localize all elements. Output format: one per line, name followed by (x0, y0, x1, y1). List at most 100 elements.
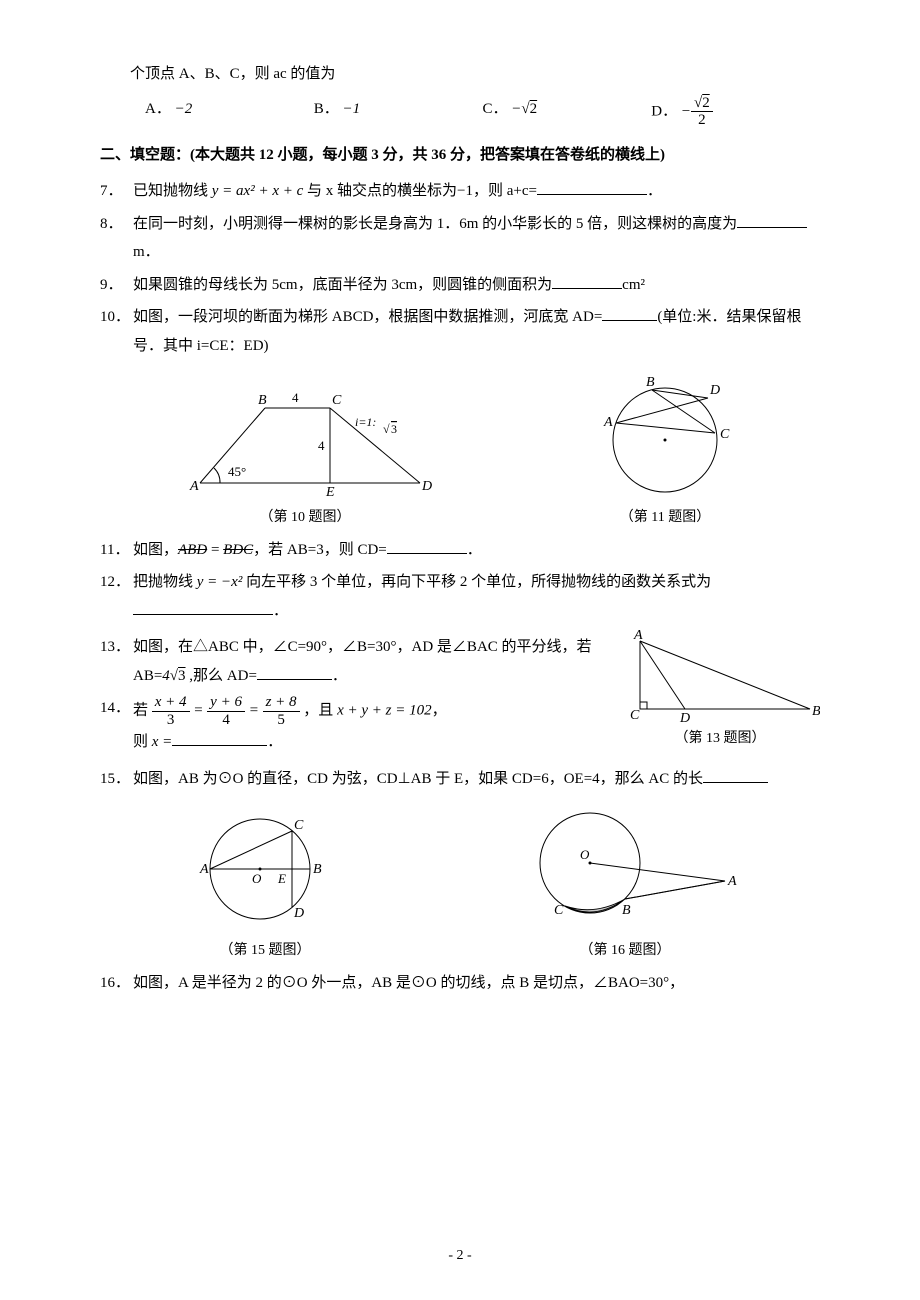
fig11-B: B (646, 375, 655, 390)
q12-body: 把抛物线 y = −x² 向左平移 3 个单位，再向下平移 2 个单位，所得抛物… (133, 568, 820, 625)
q16-text: 如图，A 是半径为 2 的⊙O 外一点，AB 是⊙O 的切线，点 B 是切点，∠… (133, 975, 684, 991)
q13-tail: ． (332, 668, 347, 684)
q14-n1: x + 4 (152, 694, 190, 712)
q9-num: 9． (100, 271, 133, 300)
fig10-svg: 45° A B C D E 4 4 i=1: √ 3 (170, 368, 440, 503)
choice-a-val: −2 (175, 101, 193, 117)
q14-blank (172, 730, 267, 746)
fig11-C: C (720, 427, 730, 442)
q12-num: 12． (100, 568, 133, 625)
fig15-C: C (294, 818, 304, 833)
q13: 13． 如图，在△ABC 中，∠C=90°，∠B=30°，AD 是∠BAC 的平… (100, 633, 610, 690)
q13-body: 如图，在△ABC 中，∠C=90°，∠B=30°，AD 是∠BAC 的平分线，若… (133, 633, 610, 690)
q13-rad-in: 3 (178, 668, 186, 684)
q6-choices: A． −2 B． −1 C． −√2 D． −√22 (100, 95, 820, 129)
fig16-C: C (554, 903, 564, 918)
fig10-D: D (421, 479, 432, 494)
fig10-cap: （第 10 题图） (170, 505, 440, 532)
q12-post: 向左平移 3 个单位，再向下平移 2 个单位，所得抛物线的函数关系式为 (242, 574, 711, 590)
q13-14-wrap: A C D B （第 13 题图） 13． 如图，在△ABC 中，∠C=90°，… (100, 629, 820, 761)
fig13-C: C (630, 708, 640, 723)
q14-line2-pre: 则 (133, 734, 152, 750)
choice-label-b: B． (314, 101, 339, 117)
q14-post: ， (432, 703, 447, 719)
choice-d-num: 2 (702, 95, 710, 111)
q7-num: 7． (100, 177, 133, 206)
q10-body: 如图，一段河坝的断面为梯形 ABCD，根据图中数据推测，河底宽 AD=(单位:米… (133, 303, 820, 360)
q14-f3: z + 85 (263, 694, 300, 728)
q12-blank (133, 599, 273, 615)
fig15-B: B (313, 862, 322, 877)
q7-pre: 已知抛物线 (133, 183, 212, 199)
q12-eq: y = −x² (197, 574, 243, 590)
choice-label-d: D． (651, 103, 677, 119)
fig-row-15-16: A B C D O E （第 15 题图） O A B C （第 16 题图） (100, 801, 820, 965)
q7-body: 已知抛物线 y = ax² + x + c 与 x 轴交点的横坐标为−1，则 a… (133, 177, 820, 206)
fig10: 45° A B C D E 4 4 i=1: √ 3 （第 10 题图） (170, 368, 440, 532)
q7-tail: ． (647, 183, 662, 199)
q11-num: 11． (100, 536, 133, 565)
section2-title: 二、填空题：(本大题共 12 小题，每小题 3 分，共 36 分，把答案填在答卷… (100, 141, 820, 170)
q11-arc1: ABD (178, 542, 207, 558)
choice-a: A． −2 (145, 95, 314, 129)
choice-b: B． −1 (314, 95, 483, 129)
choice-c-rad: 2 (530, 101, 538, 117)
q14-f1: x + 43 (152, 694, 190, 728)
fig10-ang: 45° (228, 464, 246, 479)
q14-d3: 5 (263, 712, 300, 729)
q9-unit: cm² (622, 277, 645, 293)
q10: 10． 如图，一段河坝的断面为梯形 ABCD，根据图中数据推测，河底宽 AD=(… (100, 303, 820, 360)
q15-body: 如图，AB 为⊙O 的直径，CD 为弦，CD⊥AB 于 E，如果 CD=6，OE… (133, 765, 820, 794)
q14-n3: z + 8 (263, 694, 300, 712)
q15-num: 15． (100, 765, 133, 794)
fig15-svg: A B C D O E (180, 801, 350, 936)
q13-blank (257, 664, 332, 680)
q14-n2: y + 6 (207, 694, 245, 712)
fig10-slope-b: 3 (391, 422, 397, 436)
q14-body: 若 x + 43 = y + 64 = z + 85 ，且 x + y + z … (133, 694, 610, 757)
eq2: = (249, 703, 263, 719)
q16-body: 如图，A 是半径为 2 的⊙O 外一点，AB 是⊙O 的切线，点 B 是切点，∠… (133, 969, 820, 998)
fig11-D: D (709, 383, 720, 398)
fig15-O: O (252, 871, 262, 886)
fig16: O A B C （第 16 题图） (510, 801, 740, 965)
choice-d-prefix: − (681, 103, 691, 119)
choice-c-sqrt: √2 (521, 101, 537, 117)
q9-text: 如果圆锥的母线长为 5cm，底面半径为 3cm，则圆锥的侧面积为 (133, 277, 552, 293)
page: 个顶点 A、B、C，则 ac 的值为 A． −2 B． −1 C． −√2 D．… (0, 0, 920, 1300)
choice-label-a: A． (145, 101, 171, 117)
q9: 9． 如果圆锥的母线长为 5cm，底面半径为 3cm，则圆锥的侧面积为 cm² (100, 271, 820, 300)
q10-num: 10． (100, 303, 133, 360)
fig16-O: O (580, 847, 590, 862)
choice-c: C． −√2 (483, 95, 652, 129)
fig10-B: B (258, 393, 267, 408)
fig15: A B C D O E （第 15 题图） (180, 801, 350, 965)
q11-pre: 如图， (133, 542, 178, 558)
fig10-slope-a: i=1: (355, 415, 376, 429)
fig16-svg: O A B C (510, 801, 740, 936)
page-number: - 2 - (0, 1243, 920, 1270)
q13-sqrt: √3 (170, 668, 186, 684)
q10-blank (602, 305, 657, 321)
fig10-E: E (325, 485, 335, 500)
fig13-A: A (633, 629, 643, 643)
q14-d1: 3 (152, 712, 190, 729)
q14-mid: ，且 (303, 703, 337, 719)
fig16-B: B (622, 903, 631, 918)
eq1: = (193, 703, 207, 719)
q7-eq: y = ax² + x + c (212, 183, 304, 199)
q11-post: ，若 AB=3，则 CD= (253, 542, 387, 558)
q13-num: 13． (100, 633, 133, 690)
fig11-A: A (603, 415, 613, 430)
q8-unit: m． (133, 244, 160, 260)
q9-body: 如果圆锥的母线长为 5cm，底面半径为 3cm，则圆锥的侧面积为 cm² (133, 271, 820, 300)
fig10-top: 4 (292, 390, 299, 405)
q15: 15． 如图，AB 为⊙O 的直径，CD 为弦，CD⊥AB 于 E，如果 CD=… (100, 765, 820, 794)
fig11-svg: A B C D (580, 368, 750, 503)
q7: 7． 已知抛物线 y = ax² + x + c 与 x 轴交点的横坐标为−1，… (100, 177, 820, 206)
fig-row-10-11: 45° A B C D E 4 4 i=1: √ 3 （第 10 题图） (100, 368, 820, 532)
q6-tail: 个顶点 A、B、C，则 ac 的值为 (100, 60, 820, 89)
q16-num: 16． (100, 969, 133, 998)
q14: 14． 若 x + 43 = y + 64 = z + 85 ，且 x + y … (100, 694, 610, 757)
fig13: A C D B （第 13 题图） (620, 629, 820, 753)
